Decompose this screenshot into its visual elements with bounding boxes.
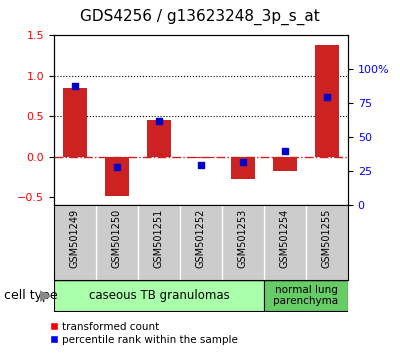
Point [156, 118, 162, 124]
Text: GSM501250: GSM501250 [112, 209, 122, 268]
Text: GDS4256 / g13623248_3p_s_at: GDS4256 / g13623248_3p_s_at [80, 8, 320, 25]
Bar [274, 157, 296, 171]
Text: GSM501255: GSM501255 [322, 209, 332, 268]
Point [240, 159, 246, 165]
Text: GSM501254: GSM501254 [280, 209, 290, 268]
Point [72, 83, 78, 88]
Text: GSM501252: GSM501252 [196, 209, 206, 268]
Legend: transformed count, percentile rank within the sample: transformed count, percentile rank withi… [45, 317, 242, 349]
Point [324, 94, 330, 99]
Text: cell type: cell type [4, 289, 58, 302]
Text: GSM501253: GSM501253 [238, 209, 248, 268]
Bar [316, 45, 338, 157]
Bar [232, 157, 254, 179]
Bar [190, 157, 212, 158]
Bar [64, 88, 86, 157]
Bar [148, 120, 170, 157]
Point [198, 162, 204, 167]
Bar [264, 280, 348, 311]
Text: GSM501249: GSM501249 [70, 209, 80, 268]
Bar [106, 157, 128, 196]
Bar [54, 280, 264, 311]
Point [114, 164, 120, 170]
Text: normal lung
parenchyma: normal lung parenchyma [274, 285, 338, 307]
Text: ▶: ▶ [40, 288, 52, 303]
Text: GSM501251: GSM501251 [154, 209, 164, 268]
Point [282, 148, 288, 154]
Text: caseous TB granulomas: caseous TB granulomas [89, 289, 229, 302]
